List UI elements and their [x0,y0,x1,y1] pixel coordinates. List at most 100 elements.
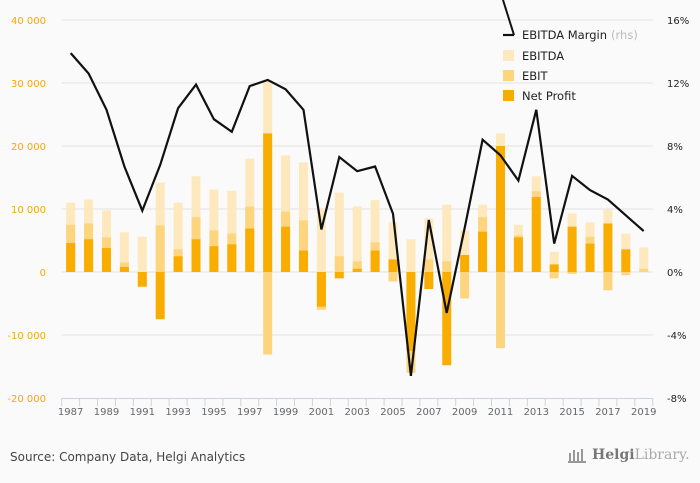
library-bars-icon [568,449,586,463]
bar-ebitda [119,232,129,272]
bar-ebit [460,272,470,299]
y-axis-left: -20 000 -10 000 0 10 000 20 000 30 000 40 000 [7,16,46,405]
ebitda-margin-line [69,52,645,377]
bar-net-profit [424,272,434,290]
bar-net-profit [478,231,488,272]
bar-ebit [263,272,273,355]
x-tick-label: 1993 [165,407,190,418]
bar-ebitda [549,251,559,272]
bar-ebit [334,256,344,272]
bar-net-profit [567,226,577,272]
bar-net-profit [585,243,595,272]
bar-net-profit [66,243,76,272]
x-tick-label: 2001 [309,407,334,418]
y-tick-label-right: 0% [667,268,683,279]
legend-net-profit-swatch [503,90,514,101]
y-tick-label-right: -8% [667,394,686,405]
y-tick-label-left: 10 000 [11,205,46,216]
y-tick-label-left: 40 000 [11,16,46,27]
x-tick-label: 1987 [58,407,83,418]
y-tick-label-right: 12% [667,79,689,90]
bar-ebitda [137,236,147,272]
bar-ebitda [173,202,183,272]
bar-net-profit [173,256,183,272]
bar-ebit [352,261,362,272]
x-tick-label: 1989 [94,407,119,418]
bar-net-profit [406,272,416,351]
bar-net-profit [531,197,541,272]
x-tick-label: 2007 [416,407,441,418]
bar-ebitda [406,239,416,272]
bar-net-profit [137,272,147,287]
y-tick-label-right: 8% [667,142,683,153]
bar-ebitda [352,206,362,272]
y-tick-label-left: 20 000 [11,142,46,153]
bar-net-profit [281,226,291,272]
x-tick-label: 1999 [273,407,298,418]
x-tick-label: 1997 [237,407,262,418]
bar-net-profit [603,223,613,272]
bar-ebit [155,225,165,272]
bar-ebitda [442,204,452,272]
x-tick-label: 2017 [595,407,620,418]
bar-net-profit [370,250,380,272]
legend: EBITDA Margin (rhs) EBITDA EBIT Net Profi… [502,0,638,103]
bar-net-profit [298,250,308,272]
bar-net-profit [316,272,326,307]
bar-ebit [442,261,452,272]
bar-net-profit [84,239,94,272]
bar-net-profit [549,264,559,272]
bar-ebitda [370,200,380,272]
bar-ebit [495,272,505,349]
y-tick-label-left: -20 000 [7,394,46,405]
legend-ebit-label[interactable]: EBIT [522,69,549,83]
bar-net-profit [263,133,273,272]
y-tick-label-right: -4% [667,331,686,342]
x-tick-label: 1995 [201,407,226,418]
bar-net-profit [155,272,165,320]
y-axis-right: -8% -4% 0% 4% 8% 12% 16% [667,16,689,405]
bar-net-profit [119,266,129,272]
bar-ebitda [227,190,237,272]
bar-ebitda [334,192,344,272]
bar-net-profit [513,237,523,272]
x-tick-label: 1991 [130,407,155,418]
bar-net-profit [101,248,111,272]
y-tick-label-left: -10 000 [7,331,46,342]
bar-ebit [298,220,308,272]
bar-ebit [639,268,649,272]
bar-net-profit [621,249,631,272]
legend-ebit-swatch [503,70,514,81]
bar-net-profit [495,146,505,272]
x-tick-label: 2015 [559,407,584,418]
bar-ebitda [460,230,470,272]
x-tick-label: 2005 [380,407,405,418]
x-tick-label: 2009 [452,407,477,418]
source-note: Source: Company Data, Helgi Analytics [10,450,246,464]
x-tick-label: 2011 [488,407,513,418]
bar-net-profit [191,239,201,272]
gridlines [61,19,653,336]
brand-bold: Helgi [592,447,635,463]
x-tick-label: 2013 [524,407,549,418]
bar-ebitda [639,247,649,272]
bar-ebit [388,272,398,282]
bars [66,81,649,373]
legend-net-profit-label[interactable]: Net Profit [522,89,576,103]
bar-ebit [549,272,559,279]
bar-net-profit [460,254,470,272]
bar-ebit [567,272,577,274]
bar-ebitda [316,209,326,272]
y-tick-label-right: 16% [667,16,689,27]
y-tick-label-left: 0 [40,268,46,279]
x-tick-label: 2003 [344,407,369,418]
brand-light: Library. [634,447,690,463]
legend-margin-label[interactable]: EBITDA Margin (rhs) [522,28,638,42]
bar-net-profit [245,228,255,272]
legend-ebitda-label[interactable]: EBITDA [522,49,564,63]
bar-net-profit [388,259,398,272]
x-axis: 1987 1989 1991 1993 1995 1997 1999 2001 2003 2005… [58,398,656,418]
helgi-library-logo[interactable]: HelgiLibrary. [568,447,690,463]
bar-net-profit [334,272,344,279]
